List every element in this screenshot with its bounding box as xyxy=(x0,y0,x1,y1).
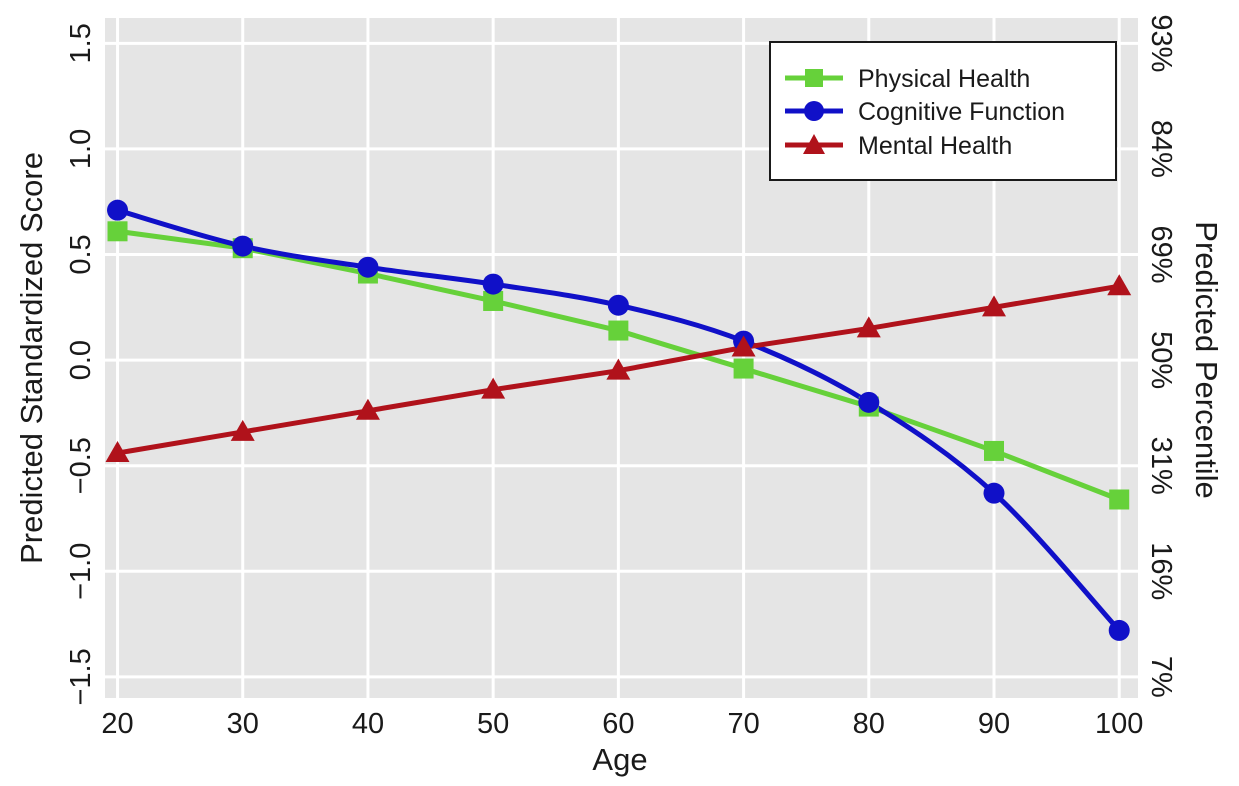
legend-item-mental-health: Mental Health xyxy=(785,132,1012,160)
legend-item-cognitive-function: Cognitive Function xyxy=(785,98,1065,126)
data-point-triangle xyxy=(856,316,881,338)
y-tick-label: −0.5 xyxy=(65,437,97,494)
data-point-triangle xyxy=(1107,274,1132,296)
x-tick-label: 70 xyxy=(727,708,759,740)
y-tick-label: 1.0 xyxy=(65,129,97,169)
data-point-circle xyxy=(858,391,880,413)
x-tick-label: 100 xyxy=(1095,708,1143,740)
y2-axis-title: Predicted Percentile xyxy=(1189,221,1224,498)
legend-label: Physical Health xyxy=(858,65,1030,93)
y-axis-title: Predicted Standardized Score xyxy=(14,152,49,564)
y-tick-label: −1.5 xyxy=(65,648,97,705)
data-point-circle xyxy=(1108,619,1130,641)
y-tick-label: 0.5 xyxy=(65,234,97,274)
legend-label: Cognitive Function xyxy=(858,98,1065,126)
y2-axis-ticks: 7% 16% 31% 50% 69% 84% 93% xyxy=(1145,14,1177,698)
data-point-square xyxy=(483,290,504,311)
legend-swatch-marker xyxy=(804,101,824,121)
x-axis-title: Age xyxy=(592,742,647,777)
data-point-circle xyxy=(983,482,1005,504)
data-point-circle xyxy=(107,199,129,221)
y2-tick-label: 31% xyxy=(1145,437,1177,495)
y-tick-label: 0.0 xyxy=(65,340,97,380)
data-point-triangle xyxy=(481,377,506,399)
y-tick-label: 1.5 xyxy=(65,23,97,63)
x-tick-label: 80 xyxy=(853,708,885,740)
data-point-square xyxy=(984,440,1005,461)
x-tick-label: 90 xyxy=(978,708,1010,740)
data-point-circle xyxy=(607,294,629,316)
y-tick-label: −1.0 xyxy=(65,543,97,600)
data-point-triangle xyxy=(606,358,631,380)
data-point-triangle xyxy=(731,335,756,357)
y2-tick-label: 84% xyxy=(1145,120,1177,178)
y2-tick-label: 7% xyxy=(1145,656,1177,698)
data-point-circle xyxy=(232,235,254,257)
y2-tick-label: 16% xyxy=(1145,542,1177,600)
x-axis-ticks: 20 30 40 50 60 70 80 90 100 xyxy=(101,708,1143,740)
data-point-triangle xyxy=(355,398,380,420)
data-point-circle xyxy=(357,256,379,278)
data-point-square xyxy=(733,358,754,379)
x-tick-label: 50 xyxy=(477,708,509,740)
data-point-square xyxy=(608,320,629,341)
x-tick-label: 30 xyxy=(227,708,259,740)
data-point-circle xyxy=(482,273,504,295)
legend-swatch-marker xyxy=(805,69,823,87)
y2-tick-label: 93% xyxy=(1145,14,1177,72)
data-point-triangle xyxy=(105,441,130,463)
y2-tick-label: 50% xyxy=(1145,331,1177,389)
legend-swatch-marker xyxy=(803,134,825,154)
x-tick-label: 60 xyxy=(602,708,634,740)
data-point-square xyxy=(1109,489,1130,510)
x-tick-label: 40 xyxy=(352,708,384,740)
data-point-triangle xyxy=(982,295,1007,317)
data-point-square xyxy=(107,221,128,242)
legend: Physical Health Cognitive Function Menta… xyxy=(769,41,1117,181)
y2-tick-label: 69% xyxy=(1145,225,1177,283)
series-markers xyxy=(105,199,1132,641)
legend-label: Mental Health xyxy=(858,132,1012,160)
y-axis-ticks: −1.5 −1.0 −0.5 0.0 0.5 1.0 1.5 xyxy=(65,23,97,705)
legend-item-physical-health: Physical Health xyxy=(785,65,1030,93)
x-tick-label: 20 xyxy=(101,708,133,740)
data-point-triangle xyxy=(230,419,255,441)
